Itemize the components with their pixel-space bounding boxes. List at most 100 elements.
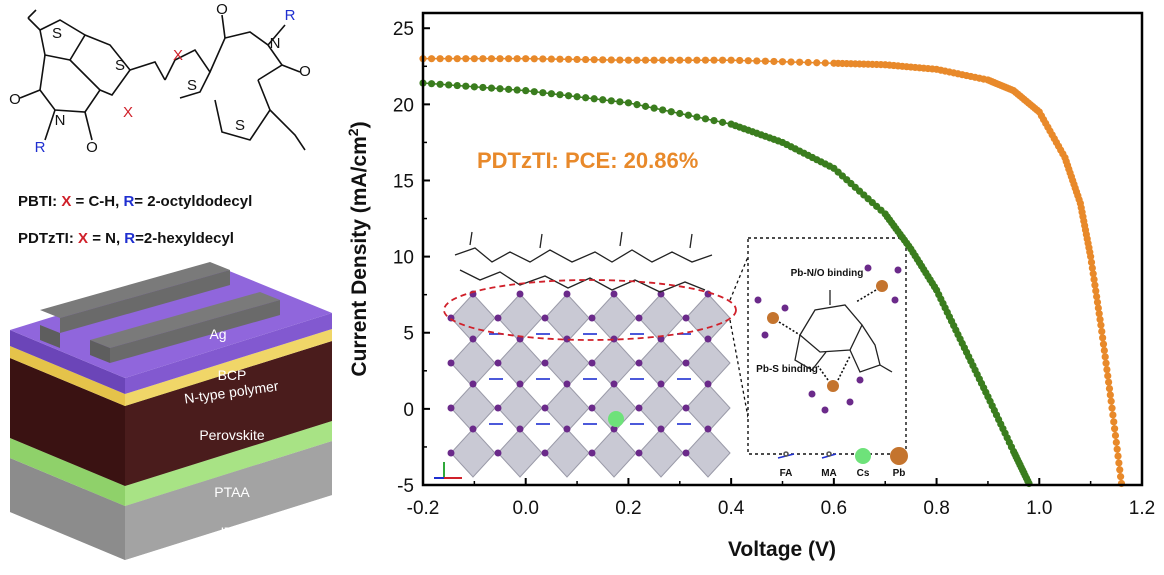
iodide-atom xyxy=(541,449,549,457)
structure-r-label: R xyxy=(35,139,46,156)
octahedron xyxy=(685,428,731,478)
series-marker xyxy=(607,97,615,105)
series-marker xyxy=(1110,418,1118,426)
series-marker xyxy=(1111,431,1120,440)
octahedron xyxy=(544,383,590,433)
ag-electrode-side xyxy=(60,270,230,333)
iodide-atom xyxy=(657,425,665,433)
series-marker xyxy=(633,56,641,64)
structure-oxygen-label: O xyxy=(86,139,98,156)
structure-oxygen-label: O xyxy=(216,1,228,18)
structure-sulfur-label: S xyxy=(187,77,197,94)
x-tick-label: 0.6 xyxy=(821,498,847,519)
series-marker xyxy=(753,57,761,65)
iodide-atom xyxy=(447,404,455,412)
lattice-legend: FA MA Cs Pb xyxy=(777,447,908,479)
iodide-atom xyxy=(635,314,643,322)
binding-molecule xyxy=(794,290,893,373)
ag-electrode-top xyxy=(40,262,230,318)
iodide-atom xyxy=(563,290,571,298)
series-marker xyxy=(1092,287,1100,295)
ito-layer-front xyxy=(10,458,125,560)
octahedron xyxy=(638,338,684,388)
octahedron xyxy=(497,428,543,478)
series-marker xyxy=(470,55,478,63)
octahedron xyxy=(450,428,496,478)
axes-triad-icon xyxy=(434,462,462,479)
octahedron xyxy=(591,338,637,388)
series-marker xyxy=(624,56,633,64)
series-marker xyxy=(676,109,684,118)
octahedron xyxy=(544,338,590,388)
series-marker xyxy=(693,56,701,64)
series-marker xyxy=(1114,452,1122,460)
series-marker xyxy=(736,56,744,65)
series-marker xyxy=(582,94,590,102)
series-marker xyxy=(453,81,461,90)
series-marker xyxy=(1093,298,1102,306)
ag-electrode-front xyxy=(90,340,110,363)
series-marker xyxy=(650,56,658,64)
series-marker xyxy=(539,55,547,63)
series-marker xyxy=(1112,438,1120,446)
series-marker xyxy=(1103,365,1111,374)
binding-label-pb-s: Pb-S binding xyxy=(756,364,818,375)
structure-sulfur-label: S xyxy=(235,117,245,134)
legend-fa-icon xyxy=(777,451,795,459)
structure-r-label: R xyxy=(285,7,296,24)
series-marker xyxy=(676,56,684,64)
x-tick-label: -0.2 xyxy=(407,498,440,519)
series-marker xyxy=(701,56,710,64)
interface-highlight-ellipse xyxy=(443,279,737,341)
series-marker xyxy=(616,56,624,64)
ag-electrode-front xyxy=(40,325,60,348)
octahedron xyxy=(497,293,543,343)
series-marker xyxy=(1109,411,1117,419)
iodide-atom xyxy=(682,449,690,457)
series-marker xyxy=(573,55,581,64)
layer-label-bcp: BCP xyxy=(218,367,247,383)
perovskite-layer-front xyxy=(10,358,125,486)
series-marker xyxy=(718,118,727,126)
iodide-atom xyxy=(494,404,502,412)
series-marker xyxy=(1101,353,1109,361)
series-marker xyxy=(590,56,598,64)
iodide-atom xyxy=(541,314,549,322)
series-marker xyxy=(436,55,444,63)
binding-bonds xyxy=(778,289,877,381)
y-tick-label: 15 xyxy=(393,171,414,192)
series-marker xyxy=(590,95,598,103)
series-marker xyxy=(1090,275,1098,284)
octahedron xyxy=(638,428,684,478)
series-marker xyxy=(487,84,496,92)
series-marker xyxy=(479,83,487,92)
series-marker xyxy=(513,86,521,94)
iodide-atom xyxy=(635,404,643,412)
y-tick-label: 10 xyxy=(393,248,414,269)
series-marker xyxy=(1117,473,1125,481)
series-marker xyxy=(813,59,821,67)
iodide-atom xyxy=(682,359,690,367)
y-tick-label: 20 xyxy=(393,95,414,116)
structure-oxygen-label: O xyxy=(9,91,21,108)
octahedron xyxy=(638,293,684,343)
octahedron xyxy=(450,338,496,388)
series-marker xyxy=(1098,327,1106,336)
iodide-atom xyxy=(610,425,618,433)
series-marker xyxy=(1115,459,1123,467)
layer-label-ito: ITO xyxy=(220,524,243,540)
series-marker xyxy=(479,55,487,63)
series-marker xyxy=(556,91,564,99)
octahedron xyxy=(685,338,731,388)
legend-label-pb: Pb xyxy=(893,468,906,479)
series-marker xyxy=(1102,359,1110,367)
pce-annotation: PDTzTI: PCE: 20.86% xyxy=(477,148,698,173)
series-reference xyxy=(419,79,1033,488)
iodide-atom xyxy=(704,335,712,343)
layer-label-ptaa: PTAA xyxy=(214,484,250,500)
layer-label-ag: Ag xyxy=(209,326,226,342)
series-marker xyxy=(1099,334,1107,342)
series-marker xyxy=(659,56,667,64)
iodide-atom xyxy=(494,449,502,457)
